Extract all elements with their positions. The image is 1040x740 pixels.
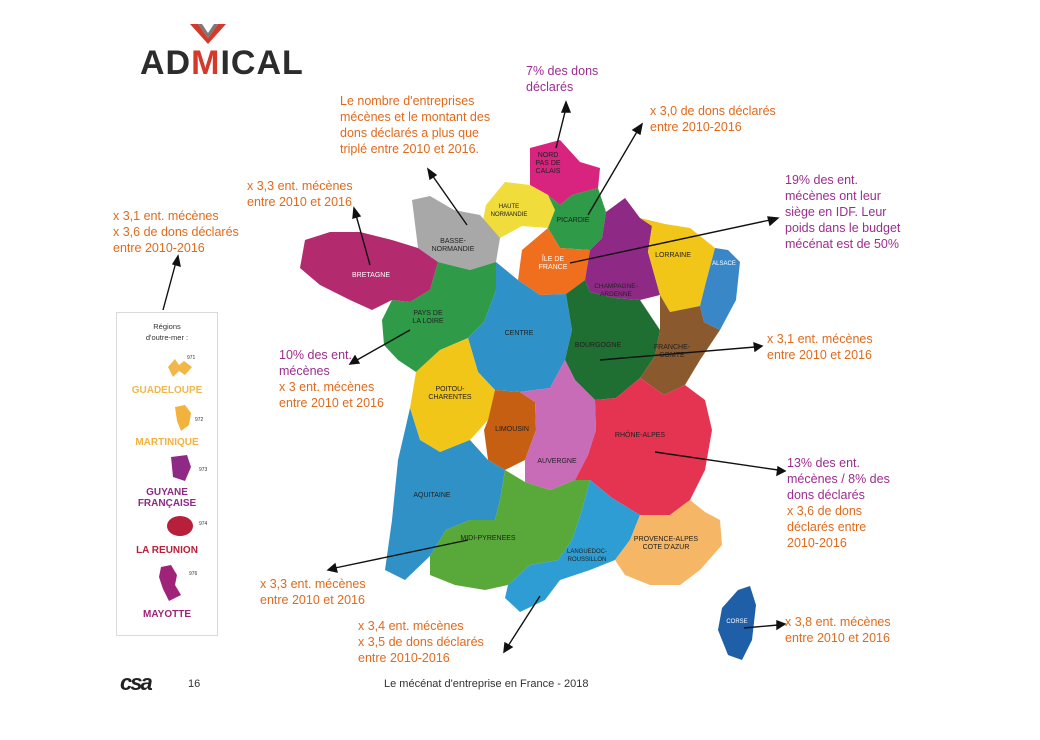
region-franche-comte (640, 295, 720, 395)
region-centre (468, 262, 572, 392)
guyane-shape (171, 455, 191, 481)
label-corse: CORSE (726, 619, 748, 625)
annotation-languedoc: x 3,4 ent. mécènes x 3,5 de dons déclaré… (358, 619, 484, 665)
region-midi-pyrenees (430, 470, 590, 590)
region-paca (615, 500, 722, 585)
guadeloupe-shape (168, 359, 192, 377)
label-limousin: LIMOUSIN (495, 426, 529, 433)
label-rhone-alpes: RHÔNE-ALPES (614, 432, 666, 439)
outremer-title: Régions d'outre-mer : (145, 322, 189, 342)
martinique-shape (175, 405, 191, 431)
region-poitou-charentes (410, 338, 495, 452)
region-bretagne (300, 232, 438, 310)
region-champagne-ardenne (585, 198, 660, 300)
outremer-mayotte: MAYOTTE (143, 609, 191, 620)
outremer-guyane: GUYANE FRANÇAISE (137, 487, 197, 509)
label-picardie: PICARDIE (556, 217, 590, 224)
label-aquitaine: AQUITAINE (413, 492, 451, 499)
label-pays-de-la-loire: PAYS DE LA LOIRE (412, 310, 444, 325)
label-champagne-ardenne: CHAMPAGNE- ARDENNE (594, 283, 638, 298)
label-alsace: ALSACE (712, 261, 736, 267)
annotation-bretagne: x 3,1 ent. mécènes x 3,6 de dons déclaré… (113, 209, 239, 255)
footer-title: Le mécénat d'entreprise en France - 2018 (384, 678, 589, 690)
region-languedoc-roussillon (505, 480, 640, 612)
outremer-reunion: LA REUNION (136, 545, 198, 556)
region-haute-normandie (482, 182, 555, 238)
label-bourgogne: BOURGOGNE (574, 342, 622, 349)
annotation-picardie: x 3,0 de dons déclarés entre 2010-2016 (650, 104, 776, 134)
annotation-corse: x 3,8 ent. mécènes entre 2010 et 2016 (785, 615, 891, 645)
region-corse (718, 586, 756, 660)
annotation-ile-de-france: 19% des ent. mécènes ont leur siège en I… (785, 173, 901, 251)
label-paca: PROVENCE-ALPES COTE D'AZUR (633, 536, 699, 551)
label-languedoc-roussillon: LANGUEDOC- ROUSSILLON (566, 549, 607, 563)
outremer-panel: Régions d'outre-mer : 971 GUADELOUPE 972… (116, 312, 218, 636)
mayotte-shape (159, 565, 181, 601)
outremer-martinique: MARTINIQUE (135, 437, 199, 448)
region-aquitaine (385, 408, 505, 580)
label-centre: CENTRE (504, 330, 534, 337)
region-alsace (700, 248, 740, 330)
label-midi-pyrenees: MIDI-PYRENEES (460, 535, 516, 542)
page-number: 16 (188, 678, 201, 690)
outremer-guadeloupe: GUADELOUPE (131, 385, 203, 396)
reunion-shape (167, 516, 193, 536)
annotation-nord: 7% des dons déclarés (526, 64, 599, 94)
annotation-rhone-alpes-growth: x 3,6 de dons déclarés entre 2010-2016 (787, 504, 867, 550)
region-lorraine (640, 218, 715, 312)
label-lorraine: LORRAINE (655, 252, 691, 259)
annotation-pays-de-la-loire-share: 10% des ent. mécènes (279, 348, 352, 378)
region-ile-de-france (518, 228, 590, 295)
region-basse-normandie (412, 196, 500, 270)
region-bourgogne (565, 280, 660, 400)
admical-logo: ADMICAL (140, 22, 330, 92)
region-picardie (548, 188, 606, 250)
annotation-top-center: Le nombre d'entreprises mécènes et le mo… (340, 94, 491, 156)
csa-logo: csa (120, 670, 153, 695)
region-auvergne (520, 360, 596, 490)
region-limousin (484, 390, 536, 470)
annotation-pays-de-la-loire-growth: x 3 ent. mécènes entre 2010 et 2016 (279, 380, 384, 410)
label-haute-normandie: HAUTE NORMANDIE (490, 204, 528, 218)
region-rhone-alpes (575, 378, 712, 515)
region-nord-pas-de-calais (530, 140, 600, 205)
label-nord-pas-de-calais: NORD PAS DE CALAIS (535, 152, 561, 175)
label-ile-de-france: ÎLE DE FRANCE (538, 256, 568, 271)
annotation-normandie: x 3,3 ent. mécènes entre 2010 et 2016 (247, 179, 353, 209)
annotation-bourgogne: x 3,1 ent. mécènes entre 2010 et 2016 (767, 332, 873, 362)
annotation-midi-pyrenees: x 3,3 ent. mécènes entre 2010 et 2016 (260, 577, 366, 607)
region-pays-de-la-loire (382, 262, 496, 372)
label-auvergne: AUVERGNE (537, 458, 577, 465)
label-basse-normandie: BASSE- NORMANDIE (431, 238, 475, 253)
label-franche-comte: FRANCHE- COMTE (653, 344, 691, 359)
logo-chevron-icon (190, 24, 226, 44)
label-bretagne: BRETAGNE (352, 272, 390, 279)
label-poitou-charentes: POITOU- CHARENTES (428, 386, 472, 401)
annotation-rhone-alpes-share: 13% des ent. mécènes / 8% des dons décla… (787, 456, 890, 502)
logo-wordmark: ADMICAL (140, 44, 304, 82)
